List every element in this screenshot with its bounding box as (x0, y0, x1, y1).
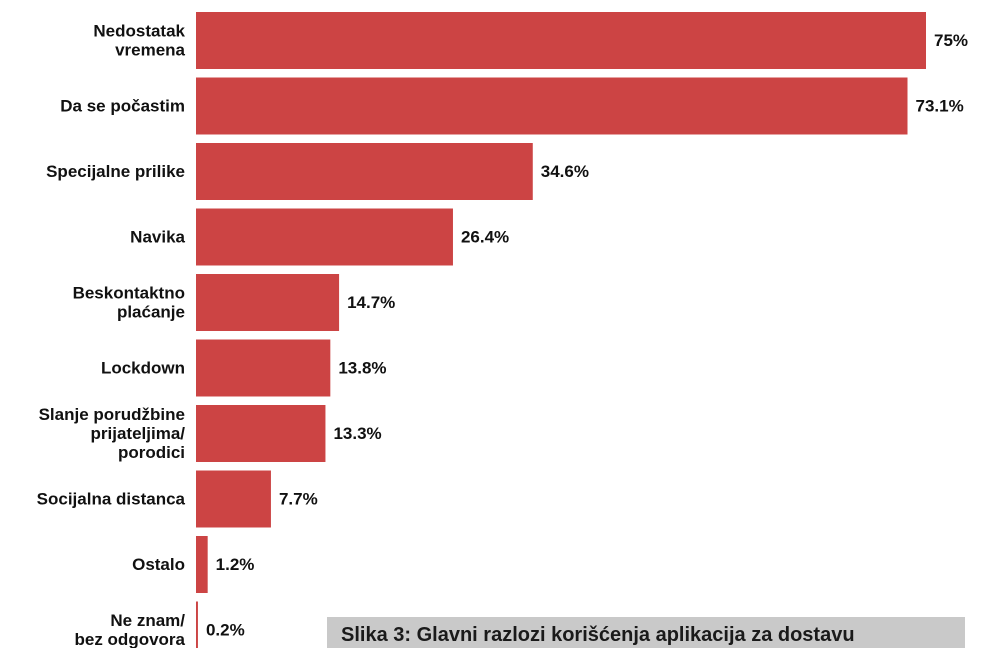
bar (196, 601, 198, 648)
data-label: 13.3% (333, 424, 381, 443)
bar (196, 208, 453, 266)
data-label: 1.2% (216, 555, 255, 574)
data-label: 75% (934, 31, 968, 50)
category-label: Ostalo (132, 555, 185, 574)
bar (196, 470, 271, 528)
category-label: Navika (130, 228, 185, 247)
category-label: Specijalne prilike (46, 162, 185, 181)
bar (196, 405, 326, 462)
data-label: 0.2% (206, 621, 245, 640)
data-label: 34.6% (541, 162, 589, 181)
figure-caption: Slika 3: Glavni razlozi korišćenja aplik… (341, 624, 855, 646)
data-label: 7.7% (279, 490, 318, 509)
data-label: 73.1% (916, 97, 964, 116)
bar (196, 536, 208, 593)
bar (196, 77, 908, 135)
bar (196, 274, 340, 331)
category-label: Slanje porudžbine prijateljima/porodici (39, 405, 186, 462)
category-label: Nedostatak vremena (93, 22, 185, 60)
category-label: Lockdown (101, 359, 185, 378)
data-label: 26.4% (461, 228, 509, 247)
data-label: 13.8% (338, 359, 386, 378)
caption-box: Slika 3: Glavni razlozi korišćenja aplik… (327, 617, 965, 648)
bar (196, 12, 926, 69)
category-label: Da se počastim (60, 97, 185, 116)
category-label: Ne znam/bez odgovora (74, 611, 185, 648)
bar (196, 143, 533, 200)
data-label: 14.7% (347, 293, 395, 312)
bar (196, 339, 331, 397)
category-label: Beskontaktno plaćanje (73, 284, 185, 322)
category-label: Socijalna distanca (37, 490, 186, 509)
